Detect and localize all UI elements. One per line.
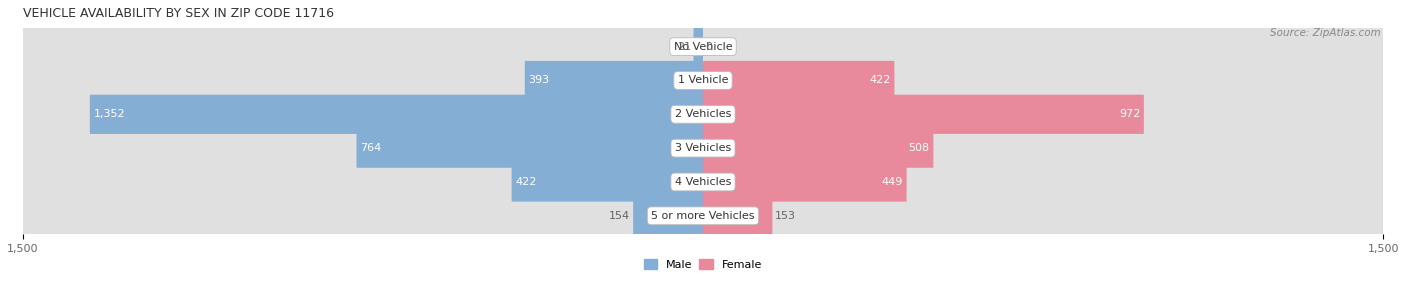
FancyBboxPatch shape bbox=[703, 196, 772, 235]
FancyBboxPatch shape bbox=[22, 61, 703, 100]
Text: 764: 764 bbox=[360, 143, 381, 153]
FancyBboxPatch shape bbox=[703, 196, 1384, 235]
FancyBboxPatch shape bbox=[512, 162, 703, 202]
Text: 422: 422 bbox=[515, 177, 537, 187]
Text: 2 Vehicles: 2 Vehicles bbox=[675, 109, 731, 119]
Text: 422: 422 bbox=[869, 76, 891, 85]
FancyBboxPatch shape bbox=[633, 196, 703, 235]
Text: 153: 153 bbox=[775, 211, 796, 221]
FancyBboxPatch shape bbox=[703, 61, 894, 100]
FancyBboxPatch shape bbox=[22, 53, 1384, 108]
FancyBboxPatch shape bbox=[703, 129, 1384, 168]
Text: 0: 0 bbox=[706, 42, 713, 52]
FancyBboxPatch shape bbox=[22, 154, 1384, 210]
FancyBboxPatch shape bbox=[22, 129, 703, 168]
FancyBboxPatch shape bbox=[703, 129, 934, 168]
FancyBboxPatch shape bbox=[357, 129, 703, 168]
Text: No Vehicle: No Vehicle bbox=[673, 42, 733, 52]
FancyBboxPatch shape bbox=[703, 27, 1384, 66]
Text: 4 Vehicles: 4 Vehicles bbox=[675, 177, 731, 187]
FancyBboxPatch shape bbox=[693, 27, 703, 66]
Legend: Male, Female: Male, Female bbox=[640, 255, 766, 274]
Text: 508: 508 bbox=[908, 143, 929, 153]
FancyBboxPatch shape bbox=[703, 95, 1384, 134]
Text: 1 Vehicle: 1 Vehicle bbox=[678, 76, 728, 85]
Text: 5 or more Vehicles: 5 or more Vehicles bbox=[651, 211, 755, 221]
FancyBboxPatch shape bbox=[22, 120, 1384, 176]
FancyBboxPatch shape bbox=[22, 95, 703, 134]
Text: VEHICLE AVAILABILITY BY SEX IN ZIP CODE 11716: VEHICLE AVAILABILITY BY SEX IN ZIP CODE … bbox=[22, 7, 333, 20]
FancyBboxPatch shape bbox=[22, 188, 1384, 244]
FancyBboxPatch shape bbox=[22, 87, 1384, 142]
Text: 3 Vehicles: 3 Vehicles bbox=[675, 143, 731, 153]
FancyBboxPatch shape bbox=[703, 61, 1384, 100]
FancyBboxPatch shape bbox=[703, 162, 907, 202]
FancyBboxPatch shape bbox=[22, 162, 703, 202]
FancyBboxPatch shape bbox=[703, 162, 1384, 202]
Text: 972: 972 bbox=[1119, 109, 1140, 119]
Text: 393: 393 bbox=[529, 76, 550, 85]
Text: 449: 449 bbox=[882, 177, 903, 187]
FancyBboxPatch shape bbox=[22, 19, 1384, 74]
FancyBboxPatch shape bbox=[22, 27, 703, 66]
FancyBboxPatch shape bbox=[22, 196, 703, 235]
FancyBboxPatch shape bbox=[703, 95, 1144, 134]
Text: 21: 21 bbox=[676, 42, 690, 52]
Text: 1,352: 1,352 bbox=[93, 109, 125, 119]
FancyBboxPatch shape bbox=[524, 61, 703, 100]
Text: 154: 154 bbox=[609, 211, 630, 221]
FancyBboxPatch shape bbox=[90, 95, 703, 134]
Text: Source: ZipAtlas.com: Source: ZipAtlas.com bbox=[1270, 28, 1381, 38]
